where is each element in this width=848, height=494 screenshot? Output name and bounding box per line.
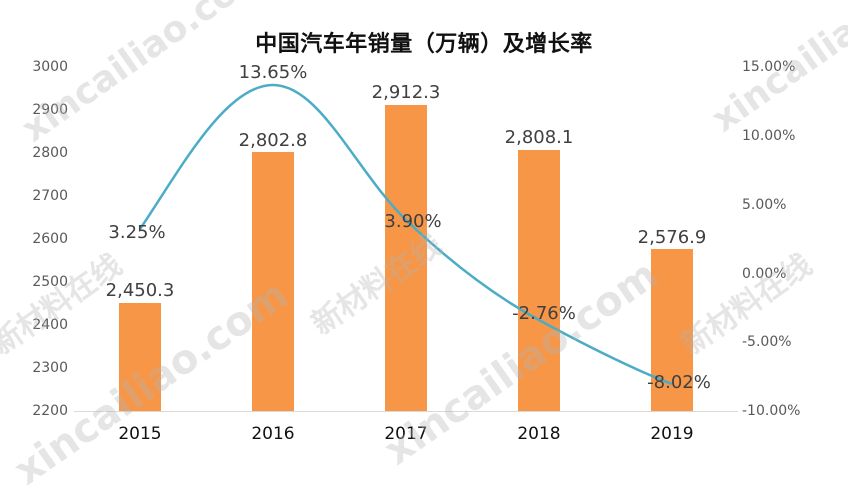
left-axis-tick: 2400 [32,317,68,333]
x-axis-tick: 2018 [517,424,561,444]
bar-2015 [119,303,161,411]
right-axis-tick: 0.00% [742,266,787,282]
left-axis-tick: 3000 [32,59,68,75]
bar-label-2016: 2,802.8 [238,130,308,151]
x-axis-tick: 2017 [384,424,428,444]
right-axis-tick: -5.00% [742,334,792,350]
left-axis-tick: 2800 [32,145,68,161]
bar-label-2017: 2,912.3 [371,82,441,103]
right-axis-tick: -10.00% [742,403,801,419]
line-label-2018: -2.76% [512,303,576,324]
line-label-2019: -8.02% [647,372,711,393]
line-label-2015: 3.25% [108,222,166,243]
plot-area [74,83,738,412]
right-axis-tick: 10.00% [742,128,796,144]
bar-label-2019: 2,576.9 [637,227,707,248]
chart-title: 中国汽车年销量（万辆）及增长率 [255,32,593,57]
bar-label-2018: 2,808.1 [504,127,574,148]
left-axis-tick: 2700 [32,188,68,204]
bar-2016 [252,152,294,411]
bar-2017 [385,105,427,411]
line-label-2017: 3.90% [384,211,442,232]
x-axis-tick: 2016 [251,424,295,444]
bar-label-2015: 2,450.3 [105,280,175,301]
left-axis-tick: 2500 [32,274,68,290]
right-axis-tick: 15.00% [742,59,796,75]
bar-2018 [518,150,560,411]
left-axis-tick: 2200 [32,403,68,419]
x-axis-tick: 2015 [118,424,162,444]
left-axis-tick: 2300 [32,360,68,376]
left-axis-tick: 2900 [32,102,68,118]
x-axis-tick: 2019 [650,424,694,444]
line-label-2016: 13.65% [238,62,308,83]
right-axis-tick: 5.00% [742,197,787,213]
growth-rate-line [138,83,673,386]
left-axis-tick: 2600 [32,231,68,247]
